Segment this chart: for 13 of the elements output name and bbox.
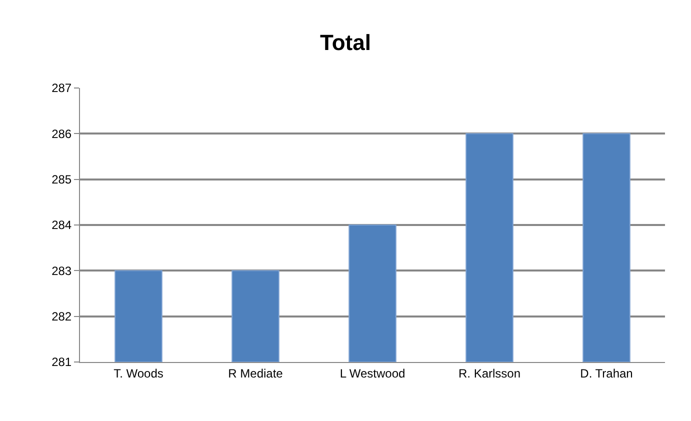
y-tick-label: 283 xyxy=(52,264,72,278)
x-tick-label: T. Woods xyxy=(114,366,164,380)
y-tick-label: 282 xyxy=(52,310,72,324)
y-tick-label: 286 xyxy=(52,126,72,141)
x-tick-label: D. Trahan xyxy=(580,366,633,380)
x-tick-label: L Westwood xyxy=(340,366,406,380)
x-tick-label: R Mediate xyxy=(228,366,284,380)
chart-title: Total xyxy=(320,30,371,55)
y-tick-label: 284 xyxy=(52,218,72,232)
y-tick-label: 287 xyxy=(52,81,72,96)
y-tick-label: 285 xyxy=(52,172,72,187)
x-tick-label: R. Karlsson xyxy=(458,366,521,380)
y-tick-label: 281 xyxy=(52,355,72,370)
